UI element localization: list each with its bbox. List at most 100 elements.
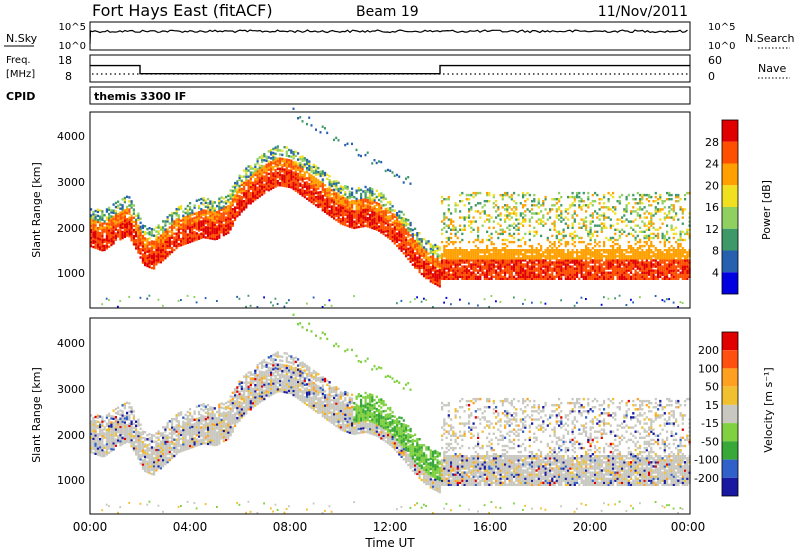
power-cell [648, 255, 651, 258]
power-cell [337, 210, 340, 213]
power-cell [562, 228, 565, 231]
power-cell [400, 299, 403, 302]
power-cell [272, 174, 275, 177]
power-cell [391, 233, 394, 236]
power-cell [409, 300, 412, 303]
power-cell [508, 240, 511, 244]
power-cell [621, 232, 624, 236]
power-cell [582, 200, 585, 203]
power-cell [328, 211, 331, 215]
power-cell [220, 227, 223, 230]
power-cell [670, 269, 673, 272]
power-cell [650, 220, 653, 223]
power-cell [675, 212, 678, 215]
power-cell [324, 127, 326, 130]
power-cell [429, 247, 432, 250]
power-cell [351, 191, 354, 194]
power-cell [184, 217, 187, 221]
power-cell [175, 238, 178, 241]
power-cell [515, 263, 518, 266]
power-cell [303, 191, 306, 195]
power-cell [519, 244, 522, 248]
power-cell [524, 277, 527, 280]
power-cell [243, 193, 246, 197]
power-cell [598, 267, 601, 270]
power-cell [479, 191, 482, 195]
power-cell [290, 178, 293, 181]
power-cell [362, 212, 365, 216]
power-cell [112, 215, 115, 219]
power-cell [600, 198, 603, 201]
power-cell [328, 205, 331, 209]
power-cell [258, 184, 261, 188]
power-cell [123, 217, 126, 220]
power-cell [342, 202, 345, 205]
power-cell [524, 210, 527, 213]
power-cell [94, 215, 97, 219]
power-cell [625, 206, 628, 209]
power-cell [636, 247, 639, 250]
power-cell [432, 281, 435, 284]
power-cell [267, 168, 270, 171]
power-cell [650, 261, 653, 264]
power-cell [470, 277, 473, 280]
power-cell [526, 265, 529, 268]
power-cell [218, 207, 221, 211]
power-cell [675, 232, 678, 236]
power-cell [362, 225, 365, 228]
power-cell [623, 220, 626, 223]
power-cell [569, 261, 572, 264]
power-cell [519, 202, 522, 205]
power-cell [184, 240, 187, 243]
power-cell [405, 218, 408, 221]
power-cell [567, 259, 570, 262]
power-cell [643, 251, 646, 254]
power-cell [105, 236, 108, 240]
power-cell [452, 261, 455, 264]
power-cell [549, 249, 552, 252]
power-cell [621, 257, 624, 260]
power-cell [591, 265, 594, 268]
power-cell [189, 238, 192, 242]
power-cell [420, 242, 423, 245]
power-cell [252, 183, 255, 187]
power-cell [672, 251, 675, 254]
power-cell [330, 199, 333, 202]
power-cell [195, 215, 198, 219]
power-cell [285, 181, 288, 184]
power-cell [587, 232, 590, 236]
power-cell [92, 215, 95, 218]
power-cell [130, 228, 133, 232]
power-cell [108, 225, 111, 228]
power-cell [137, 247, 140, 250]
power-cell [202, 229, 205, 233]
power-cell [573, 210, 576, 213]
power-cell [317, 193, 320, 196]
power-cell [555, 269, 558, 272]
power-cell [452, 220, 455, 223]
power-cell [231, 197, 234, 201]
power-cell [105, 224, 108, 228]
power-cell [238, 201, 241, 204]
power-cell [594, 224, 597, 227]
power-cell [218, 215, 221, 219]
power-cell [450, 265, 453, 268]
power-cell [587, 253, 590, 256]
power-cell [515, 265, 518, 268]
power-cell [488, 277, 491, 280]
power-cell [139, 221, 142, 224]
power-cell [542, 253, 545, 256]
power-cell [191, 233, 194, 237]
power-cell [267, 156, 270, 159]
power-cell [126, 205, 129, 209]
power-cell [270, 151, 273, 154]
power-cell [261, 183, 264, 186]
power-cell [319, 199, 322, 202]
power-cell [567, 273, 570, 276]
power-cell [321, 194, 324, 198]
power-cell [420, 264, 423, 268]
power-cell [506, 226, 509, 229]
power-cell [139, 242, 142, 245]
power-cell [211, 235, 214, 238]
power-cell [366, 212, 369, 216]
